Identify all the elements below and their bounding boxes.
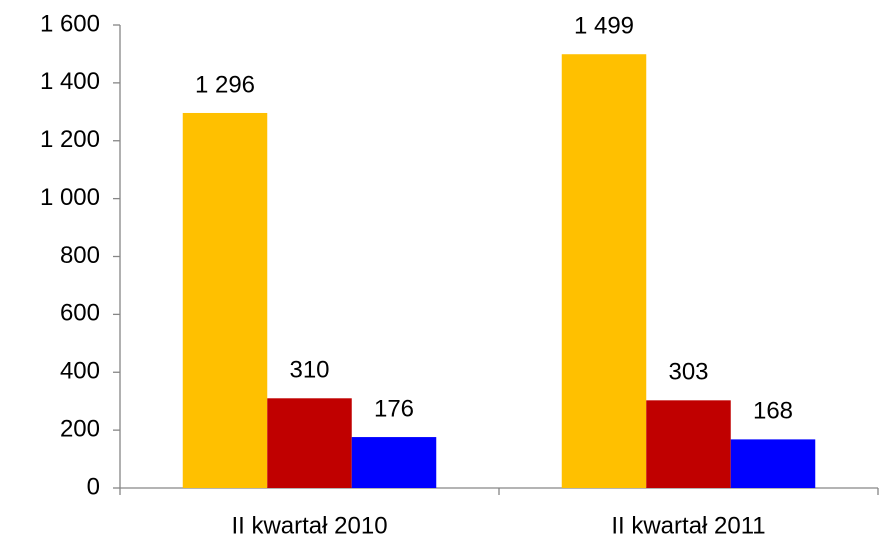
y-tick-label: 1 200 [40, 126, 100, 153]
y-tick-label: 0 [87, 473, 100, 500]
bar [646, 400, 731, 488]
bar [351, 437, 437, 488]
bar [267, 398, 352, 488]
x-tick-label: II kwartał 2011 [611, 512, 765, 539]
y-tick-label: 1 600 [40, 10, 100, 37]
bar [182, 112, 268, 488]
bar [730, 439, 816, 488]
data-label: 176 [374, 395, 414, 422]
y-tick-label: 400 [60, 358, 100, 385]
bar [561, 54, 647, 489]
y-tick-label: 1 400 [40, 68, 100, 95]
y-tick-label: 200 [60, 415, 100, 442]
data-label: 1 499 [574, 13, 634, 40]
y-tick-label: 1 000 [40, 184, 100, 211]
data-label: 303 [668, 359, 708, 386]
data-label: 1 296 [195, 71, 255, 98]
x-tick-label: II kwartał 2010 [231, 512, 387, 539]
y-tick-label: 600 [60, 300, 100, 327]
data-label: 310 [289, 357, 329, 384]
y-tick-label: 800 [60, 242, 100, 269]
data-label: 168 [753, 398, 793, 425]
